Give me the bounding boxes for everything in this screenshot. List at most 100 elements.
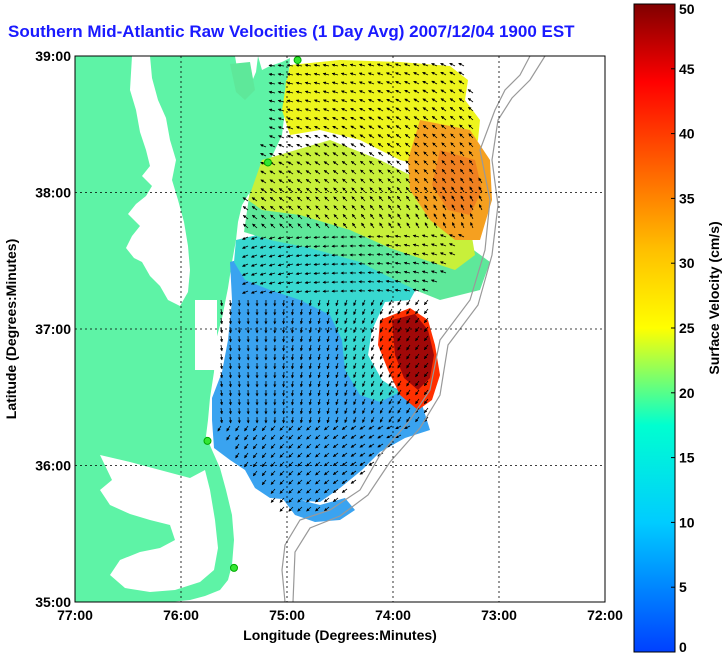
velocity-vector xyxy=(406,195,411,202)
velocity-vector xyxy=(385,279,393,284)
velocity-vector xyxy=(315,479,321,485)
velocity-vector xyxy=(295,90,303,94)
velocity-vector xyxy=(478,186,483,193)
velocity-vector xyxy=(332,169,339,175)
colorbar-tick-label: 5 xyxy=(679,579,687,595)
velocity-vector xyxy=(261,434,267,441)
velocity-vector xyxy=(405,160,411,166)
velocity-vector xyxy=(250,272,258,276)
velocity-vector xyxy=(299,416,304,424)
velocity-vector xyxy=(299,299,304,307)
radar-station-marker xyxy=(203,436,212,445)
velocity-vector xyxy=(394,252,402,256)
velocity-vector xyxy=(299,407,304,415)
velocity-vector xyxy=(413,72,420,76)
velocity-vector xyxy=(376,270,384,275)
velocity-vector xyxy=(406,308,411,315)
velocity-vector xyxy=(369,204,375,211)
colorbar-ticks: 0 5 10 15 20 25 30 35 40 45 50 xyxy=(671,1,695,655)
velocity-vector xyxy=(362,389,366,396)
velocity-vector xyxy=(296,143,303,148)
velocity-vector xyxy=(313,108,321,112)
radar-station-marker xyxy=(230,563,238,572)
velocity-vector xyxy=(432,133,438,139)
velocity-vector xyxy=(299,362,304,370)
velocity-vector xyxy=(424,186,429,193)
velocity-vector xyxy=(288,461,294,467)
velocity-vector xyxy=(288,488,294,494)
velocity-vector xyxy=(269,152,276,157)
velocity-vector xyxy=(423,353,429,360)
velocity-vector xyxy=(350,461,357,466)
velocity-vector xyxy=(308,389,312,397)
velocity-vector xyxy=(440,63,447,67)
velocity-vector xyxy=(313,262,321,266)
velocity-vector xyxy=(440,107,447,112)
velocity-vector xyxy=(450,124,456,130)
velocity-vector xyxy=(350,152,357,157)
velocity-vector xyxy=(406,299,411,306)
velocity-vector xyxy=(396,186,402,193)
velocity-arrows xyxy=(217,62,483,512)
velocity-vector xyxy=(299,353,304,361)
velocity-vector xyxy=(358,63,366,67)
velocity-vector xyxy=(440,98,447,103)
velocity-vector xyxy=(237,380,241,388)
velocity-vector xyxy=(290,326,295,334)
velocity-vector xyxy=(242,206,249,211)
velocity-vector xyxy=(341,425,348,430)
velocity-vector xyxy=(377,90,384,94)
velocity-vector xyxy=(324,222,330,229)
velocity-vector xyxy=(314,143,321,148)
velocity-vector xyxy=(261,479,267,486)
velocity-vector xyxy=(297,506,303,512)
velocity-vector xyxy=(260,170,267,175)
velocity-vector xyxy=(317,380,321,388)
colorbar-tick-label: 0 xyxy=(679,639,687,655)
radar-station-marker xyxy=(263,158,272,167)
velocity-vector xyxy=(295,263,303,267)
velocity-vector xyxy=(359,151,366,157)
velocity-vector xyxy=(478,195,483,202)
velocity-vector xyxy=(415,362,420,369)
velocity-vector xyxy=(341,169,348,175)
velocity-vector xyxy=(415,389,420,396)
velocity-vector xyxy=(406,222,411,229)
velocity-vector xyxy=(371,308,375,315)
velocity-vector xyxy=(362,308,366,315)
velocity-vector xyxy=(458,106,465,112)
velocity-vector xyxy=(467,97,474,103)
velocity-vector xyxy=(415,344,420,351)
velocity-vector xyxy=(353,389,357,397)
velocity-vector xyxy=(378,160,384,166)
velocity-vector xyxy=(315,434,321,440)
velocity-vector xyxy=(341,434,348,439)
velocity-vector xyxy=(371,317,375,324)
velocity-vector xyxy=(386,98,393,103)
velocity-vector xyxy=(342,205,348,211)
velocity-vector xyxy=(359,434,366,439)
velocity-vector xyxy=(317,317,321,325)
velocity-vector xyxy=(371,326,375,333)
velocity-vector xyxy=(251,197,258,202)
velocity-vector xyxy=(322,235,330,239)
velocity-vector xyxy=(377,134,384,139)
velocity-vector xyxy=(406,362,411,369)
velocity-vector xyxy=(367,262,375,266)
velocity-vector xyxy=(362,299,366,306)
velocity-vector xyxy=(468,150,474,157)
velocity-vector xyxy=(299,344,304,352)
velocity-vector xyxy=(441,168,447,175)
velocity-vector xyxy=(385,252,393,257)
velocity-vector xyxy=(313,99,321,103)
velocity-vector xyxy=(377,142,384,148)
velocity-vector xyxy=(368,160,375,166)
velocity-vector xyxy=(370,213,375,220)
velocity-vector xyxy=(351,213,357,220)
velocity-vector xyxy=(388,326,393,333)
velocity-vector xyxy=(359,461,366,466)
velocity-vector xyxy=(342,222,348,229)
velocity-vector xyxy=(441,133,447,139)
velocity-vector xyxy=(344,308,348,316)
